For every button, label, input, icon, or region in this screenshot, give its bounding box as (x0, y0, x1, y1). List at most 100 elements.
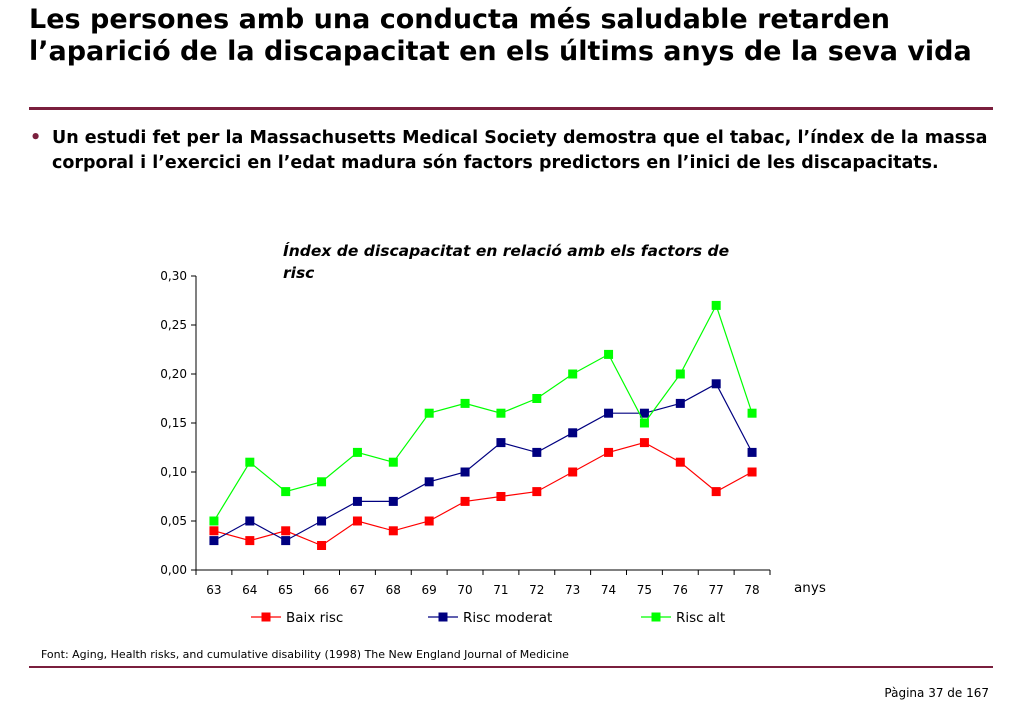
x-tick-label: 71 (493, 583, 508, 597)
data-point (711, 379, 721, 389)
x-tick-label: 65 (278, 583, 293, 597)
y-tick-label: 0,25 (160, 318, 187, 332)
data-point (460, 496, 470, 506)
bullet-marker: • (30, 128, 42, 148)
chart-title-line-2: risc (283, 264, 314, 282)
data-point (747, 408, 757, 418)
data-point (639, 418, 649, 428)
data-point (675, 457, 685, 467)
bullet-text: Un estudi fet per la Massachusetts Medic… (52, 128, 988, 173)
data-point (388, 496, 398, 506)
data-point (352, 516, 362, 526)
chart-axes: 0,00 0,05 0,10 0,15 0,20 0,25 0,30 63 64 65 66 67 68… (160, 269, 826, 597)
data-point (496, 438, 506, 448)
y-tick-label: 0,00 (160, 563, 187, 577)
data-point (532, 394, 542, 403)
legend-marker (438, 612, 448, 622)
data-point (281, 526, 291, 536)
legend-marker (651, 612, 661, 622)
legend-label: Risc moderat (463, 610, 552, 626)
data-point (209, 536, 219, 546)
data-point (568, 467, 578, 477)
source-note: Font: Aging, Health risks, and cumulativ… (41, 648, 569, 661)
y-tick-label: 0,10 (160, 465, 187, 479)
legend-entry: Risc moderat (428, 610, 552, 626)
slide-title: Les persones amb una conducta més saluda… (29, 4, 972, 67)
data-point (675, 398, 685, 408)
data-point (388, 457, 398, 467)
legend-label: Baix risc (286, 610, 343, 626)
data-point (281, 487, 291, 497)
y-tick-label: 0,30 (160, 269, 187, 283)
x-tick-label: 68 (386, 583, 401, 597)
data-point (317, 516, 327, 526)
data-point (281, 536, 291, 546)
data-point (639, 438, 649, 448)
legend-entry: Risc alt (641, 610, 725, 626)
chart-title: Índex de discapacitat en relació amb els… (283, 241, 729, 260)
data-point (424, 408, 434, 418)
x-tick-label: 74 (601, 583, 616, 597)
data-point (245, 516, 255, 526)
data-point (639, 408, 649, 418)
page-number: Pàgina 37 de 167 (884, 686, 989, 700)
data-point (317, 541, 327, 550)
data-point (747, 447, 757, 457)
legend-label: Risc alt (676, 610, 725, 626)
data-point (317, 477, 327, 487)
x-tick-label: 75 (637, 583, 652, 597)
series-line (213, 382, 753, 542)
chart-series (209, 300, 757, 550)
x-tick-label: 66 (314, 583, 329, 597)
legend-entry: Baix risc (251, 610, 343, 626)
data-point (424, 516, 434, 526)
x-tick-label: 64 (242, 583, 257, 597)
data-point (460, 398, 470, 408)
chart-legend: Baix risc Risc moderat Risc alt (251, 610, 725, 626)
data-point (532, 487, 542, 497)
data-point (496, 408, 506, 418)
series-line (213, 303, 753, 522)
data-point (245, 457, 255, 467)
series-line (213, 441, 753, 547)
footer-divider (29, 666, 993, 668)
data-point (245, 536, 255, 546)
series-risc-moderat (209, 379, 757, 546)
data-point (352, 496, 362, 506)
y-tick-label: 0,20 (160, 367, 187, 381)
data-point (568, 369, 578, 379)
data-point (604, 408, 614, 418)
data-point (675, 369, 685, 379)
x-tick-label: 63 (206, 583, 221, 597)
data-point (711, 300, 721, 310)
data-point (568, 428, 578, 438)
data-point (532, 447, 542, 457)
data-point (388, 526, 398, 536)
data-point (496, 492, 506, 501)
y-tick-label: 0,15 (160, 416, 187, 430)
data-point (352, 447, 362, 457)
x-tick-label: 76 (673, 583, 688, 597)
data-point (424, 477, 434, 487)
data-point (460, 467, 470, 477)
series-baix-risc (209, 438, 757, 550)
data-point (604, 349, 614, 359)
legend-marker (261, 612, 271, 622)
x-tick-label: 72 (529, 583, 544, 597)
data-point (711, 487, 721, 497)
x-axis-label: anys (794, 580, 826, 596)
x-tick-label: 77 (709, 583, 724, 597)
x-tick-label: 70 (457, 583, 472, 597)
bullet-point: • Un estudi fet per la Massachusetts Med… (30, 126, 1005, 176)
data-point (209, 516, 219, 526)
x-tick-label: 69 (422, 583, 437, 597)
series-risc-alt (209, 300, 757, 526)
x-tick-label: 67 (350, 583, 365, 597)
data-point (604, 447, 614, 457)
y-tick-label: 0,05 (160, 514, 187, 528)
x-tick-label: 73 (565, 583, 580, 597)
x-tick-label: 78 (744, 583, 759, 597)
title-divider (29, 107, 993, 110)
data-point (209, 526, 219, 536)
